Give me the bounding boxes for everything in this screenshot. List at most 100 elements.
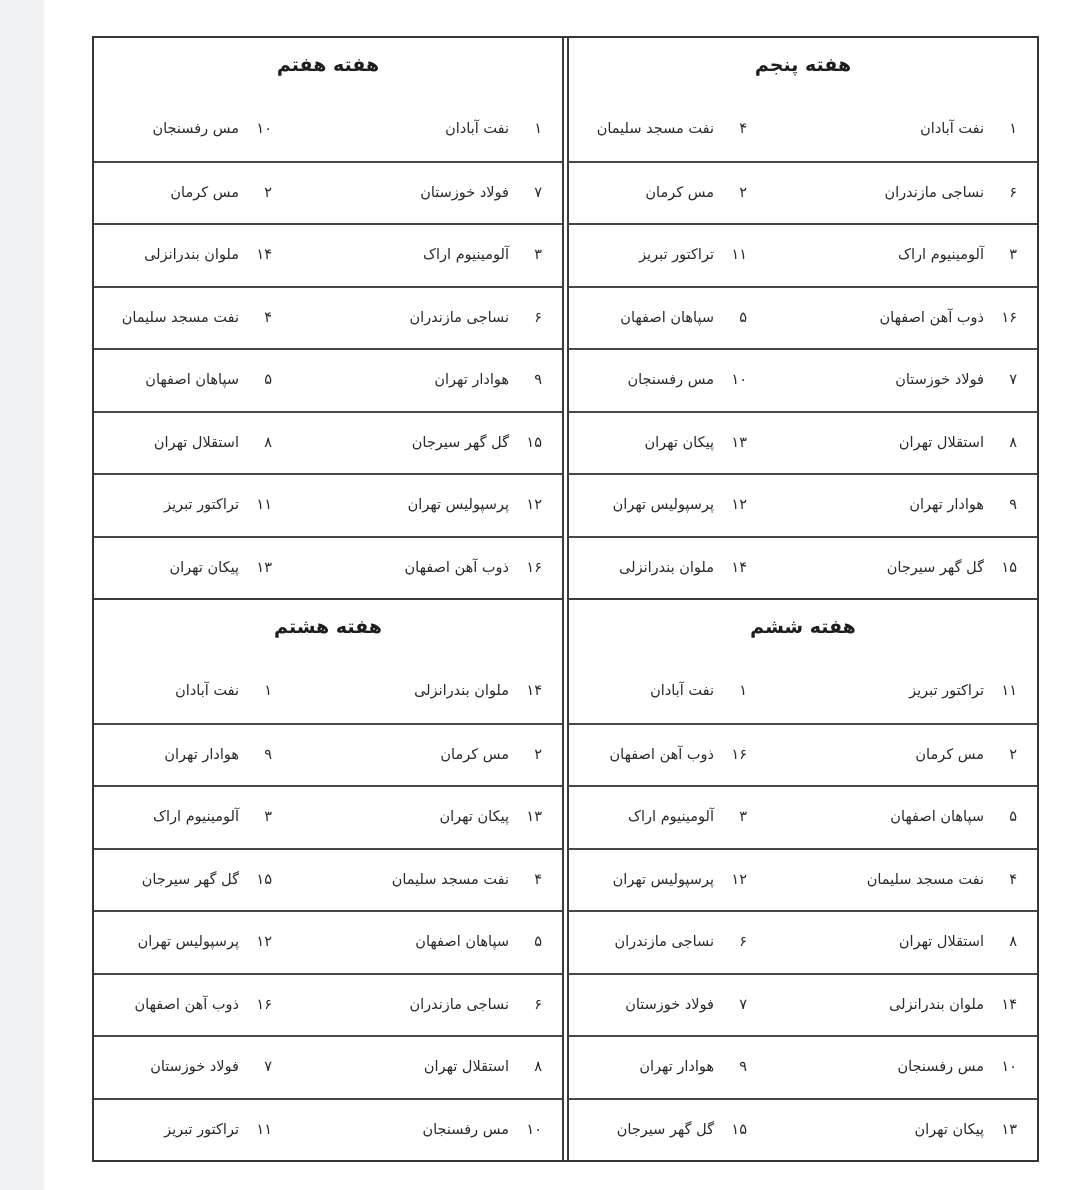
home-team-number: ۸ bbox=[1009, 934, 1017, 951]
home-team: ۹ هوادار تهران bbox=[803, 497, 1037, 513]
match-row: ۱۶ ذوب آهن اصفهان ۱۳ پیکان تهران bbox=[94, 535, 562, 599]
home-team-name: گل گهر سیرجان bbox=[411, 434, 509, 451]
away-team: ۱۶ ذوب آهن اصفهان bbox=[569, 747, 803, 763]
home-team: ۱۳ پیکان تهران bbox=[803, 1122, 1037, 1138]
home-team-number: ۵ bbox=[1009, 809, 1017, 826]
away-team: ۱۴ ملوان بندرانزلی bbox=[569, 560, 803, 576]
away-team-number: ۹ bbox=[739, 1059, 747, 1076]
home-team: ۶ نساجی مازندران bbox=[328, 997, 562, 1013]
home-team-name: نفت مسجد سلیمان bbox=[866, 871, 984, 888]
away-team-name: مس رفسنجان bbox=[627, 372, 714, 389]
match-row: ۱۴ ملوان بندرانزلی ۷ فولاد خوزستان bbox=[569, 972, 1037, 1036]
home-team-number: ۷ bbox=[534, 184, 542, 201]
home-team-name: استقلال تهران bbox=[898, 934, 984, 951]
home-team: ۱۴ ملوان بندرانزلی bbox=[803, 997, 1037, 1013]
match-row: ۸ استقلال تهران ۷ فولاد خوزستان bbox=[94, 1035, 562, 1098]
home-team: ۵ سپاهان اصفهان bbox=[328, 934, 562, 950]
away-team-number: ۱۵ bbox=[731, 1121, 747, 1138]
away-team: ۴ نفت مسجد سلیمان bbox=[94, 310, 328, 326]
away-team-number: ۱۶ bbox=[256, 996, 272, 1013]
match-row: ۱۵ گل گهر سیرجان ۱۴ ملوان بندرانزلی bbox=[569, 535, 1037, 599]
home-team-number: ۶ bbox=[534, 309, 542, 326]
away-team-name: گل گهر سیرجان bbox=[616, 1121, 714, 1138]
away-team: ۱۱ تراکتور تبریز bbox=[94, 1122, 328, 1138]
home-team: ۱۴ ملوان بندرانزلی bbox=[328, 683, 562, 699]
home-team-name: ملوان بندرانزلی bbox=[889, 996, 984, 1013]
home-team: ۳ آلومینیوم اراک bbox=[803, 247, 1037, 263]
away-team: ۲ مس کرمان bbox=[569, 185, 803, 201]
away-team-number: ۱۶ bbox=[731, 746, 747, 763]
away-team-number: ۵ bbox=[264, 372, 272, 389]
home-team: ۶ نساجی مازندران bbox=[328, 310, 562, 326]
away-team-name: تراکتور تبریز bbox=[639, 247, 714, 264]
away-team-number: ۱۴ bbox=[731, 559, 747, 576]
home-team: ۸ استقلال تهران bbox=[328, 1059, 562, 1075]
away-team-number: ۳ bbox=[264, 809, 272, 826]
match-row: ۱۵ گل گهر سیرجان ۸ استقلال تهران bbox=[94, 410, 562, 474]
away-team-name: آلومینیوم اراک bbox=[628, 809, 714, 826]
away-team-name: آلومینیوم اراک bbox=[153, 809, 239, 826]
home-team: ۱۶ ذوب آهن اصفهان bbox=[328, 560, 562, 576]
home-team: ۱۳ پیکان تهران bbox=[328, 809, 562, 825]
away-team-number: ۱ bbox=[739, 683, 747, 700]
away-team: ۳ آلومینیوم اراک bbox=[94, 809, 328, 825]
match-row: ۱۲ پرسپولیس تهران ۱۱ تراکتور تبریز bbox=[94, 473, 562, 536]
match-row: ۶ نساجی مازندران ۱۶ ذوب آهن اصفهان bbox=[94, 972, 562, 1036]
match-row: ۹ هوادار تهران ۱۲ پرسپولیس تهران bbox=[569, 473, 1037, 536]
away-team-name: نساجی مازندران bbox=[614, 934, 714, 951]
home-team-number: ۹ bbox=[534, 372, 542, 389]
home-team: ۱۰ مس رفسنجان bbox=[328, 1122, 562, 1138]
match-row: ۶ نساجی مازندران ۴ نفت مسجد سلیمان bbox=[94, 285, 562, 349]
home-team: ۲ مس کرمان bbox=[803, 747, 1037, 763]
home-team-name: نفت آبادان bbox=[920, 121, 984, 138]
home-team: ۱۲ پرسپولیس تهران bbox=[328, 497, 562, 513]
home-team: ۴ نفت مسجد سلیمان bbox=[328, 872, 562, 888]
away-team-number: ۱۲ bbox=[731, 871, 747, 888]
away-team: ۹ هوادار تهران bbox=[94, 747, 328, 763]
away-team: ۱۳ پیکان تهران bbox=[94, 560, 328, 576]
away-team-name: ملوان بندرانزلی bbox=[619, 559, 714, 576]
week-title: هفته ششم bbox=[750, 616, 856, 638]
away-team-number: ۴ bbox=[739, 121, 747, 138]
away-team: ۱۱ تراکتور تبریز bbox=[94, 497, 328, 513]
away-team-name: هوادار تهران bbox=[164, 746, 239, 763]
away-team-number: ۲ bbox=[264, 184, 272, 201]
match-row: ۱۱ تراکتور تبریز ۱ نفت آبادان bbox=[569, 660, 1037, 723]
home-team-number: ۱۴ bbox=[526, 683, 542, 700]
home-team-number: ۵ bbox=[534, 934, 542, 951]
home-team-number: ۱۳ bbox=[1001, 1121, 1017, 1138]
match-row: ۱۶ ذوب آهن اصفهان ۵ سپاهان اصفهان bbox=[569, 285, 1037, 349]
away-team: ۹ هوادار تهران bbox=[569, 1059, 803, 1075]
away-team: ۱۲ پرسپولیس تهران bbox=[569, 872, 803, 888]
away-team-number: ۱۲ bbox=[731, 497, 747, 514]
away-team: ۸ استقلال تهران bbox=[94, 435, 328, 451]
away-team-name: نفت آبادان bbox=[650, 683, 714, 700]
away-team-number: ۷ bbox=[264, 1059, 272, 1076]
away-team: ۵ سپاهان اصفهان bbox=[94, 372, 328, 388]
home-team-number: ۱ bbox=[1009, 121, 1017, 138]
home-team: ۱۰ مس رفسنجان bbox=[803, 1059, 1037, 1075]
away-team: ۷ فولاد خوزستان bbox=[94, 1059, 328, 1075]
away-team-name: پرسپولیس تهران bbox=[612, 497, 714, 514]
away-team-name: سپاهان اصفهان bbox=[620, 309, 714, 326]
home-team-name: مس کرمان bbox=[440, 746, 509, 763]
home-team: ۸ استقلال تهران bbox=[803, 934, 1037, 950]
away-team: ۱۶ ذوب آهن اصفهان bbox=[94, 997, 328, 1013]
match-row: ۱۳ پیکان تهران ۳ آلومینیوم اراک bbox=[94, 785, 562, 848]
match-row: ۴ نفت مسجد سلیمان ۱۵ گل گهر سیرجان bbox=[94, 847, 562, 911]
left-gutter bbox=[0, 0, 44, 1190]
home-team-number: ۴ bbox=[1009, 871, 1017, 888]
home-team-number: ۹ bbox=[1009, 497, 1017, 514]
match-row: ۱۰ مس رفسنجان ۱۱ تراکتور تبریز bbox=[94, 1097, 562, 1161]
away-team: ۵ سپاهان اصفهان bbox=[569, 310, 803, 326]
away-team: ۱۵ گل گهر سیرجان bbox=[94, 872, 328, 888]
home-team-number: ۳ bbox=[534, 247, 542, 264]
home-team-name: استقلال تهران bbox=[898, 434, 984, 451]
home-team: ۹ هوادار تهران bbox=[328, 372, 562, 388]
home-team-number: ۶ bbox=[1009, 184, 1017, 201]
home-team: ۳ آلومینیوم اراک bbox=[328, 247, 562, 263]
home-team-number: ۲ bbox=[534, 746, 542, 763]
away-team-number: ۲ bbox=[739, 184, 747, 201]
home-team-name: پیکان تهران bbox=[914, 1121, 985, 1138]
away-team-name: پیکان تهران bbox=[644, 434, 715, 451]
